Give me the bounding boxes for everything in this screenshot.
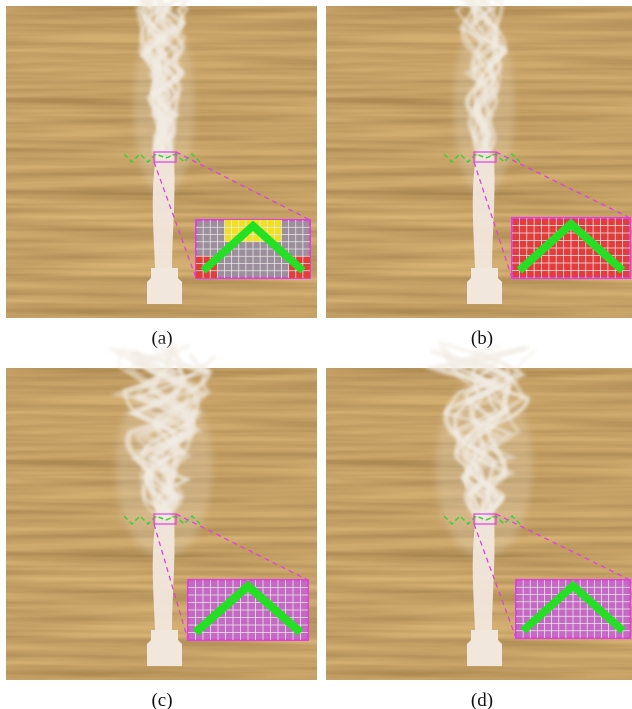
panel-label: (b) — [471, 328, 493, 349]
panel — [326, 343, 632, 680]
cell — [210, 271, 217, 278]
panel-label: (d) — [471, 690, 493, 709]
cell — [289, 271, 296, 278]
cell — [196, 256, 203, 263]
panel-label: (c) — [151, 690, 172, 709]
cell — [225, 235, 232, 242]
jet — [153, 156, 175, 268]
nozzle — [147, 268, 182, 304]
panel — [6, 0, 317, 318]
jet — [473, 518, 495, 630]
jet — [473, 156, 495, 268]
panel — [326, 0, 632, 318]
jet — [153, 518, 175, 630]
cell — [225, 220, 232, 227]
nozzle — [467, 268, 502, 304]
cell — [260, 220, 267, 227]
cell — [267, 220, 274, 227]
cell — [232, 227, 239, 234]
nozzle — [467, 630, 502, 666]
cell — [274, 220, 281, 227]
cell — [303, 256, 310, 263]
cell — [303, 271, 310, 278]
cell — [267, 227, 274, 234]
nozzle — [147, 630, 182, 666]
cell — [196, 271, 203, 278]
cell — [232, 220, 239, 227]
cell — [274, 227, 281, 234]
cell — [274, 235, 281, 242]
cell — [225, 227, 232, 234]
cell — [239, 220, 246, 227]
panel — [6, 342, 317, 680]
figure: (a)(b)(c)(d) — [0, 0, 632, 709]
